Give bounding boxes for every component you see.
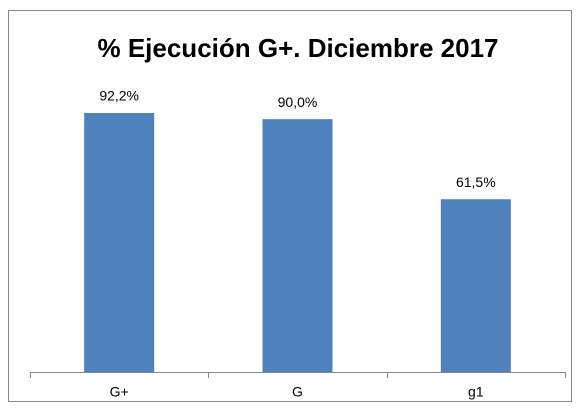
- x-tick-label: g1: [468, 384, 484, 400]
- x-tick-label: G: [292, 384, 303, 400]
- data-label: 92,2%: [99, 88, 139, 104]
- data-label: 90,0%: [278, 94, 318, 110]
- chart-title: % Ejecución G+. Diciembre 2017: [97, 33, 498, 63]
- bar: [84, 113, 155, 372]
- data-label: 61,5%: [456, 174, 496, 190]
- x-tick-label: G+: [110, 384, 129, 400]
- bar: [440, 199, 511, 372]
- bar: [262, 119, 333, 372]
